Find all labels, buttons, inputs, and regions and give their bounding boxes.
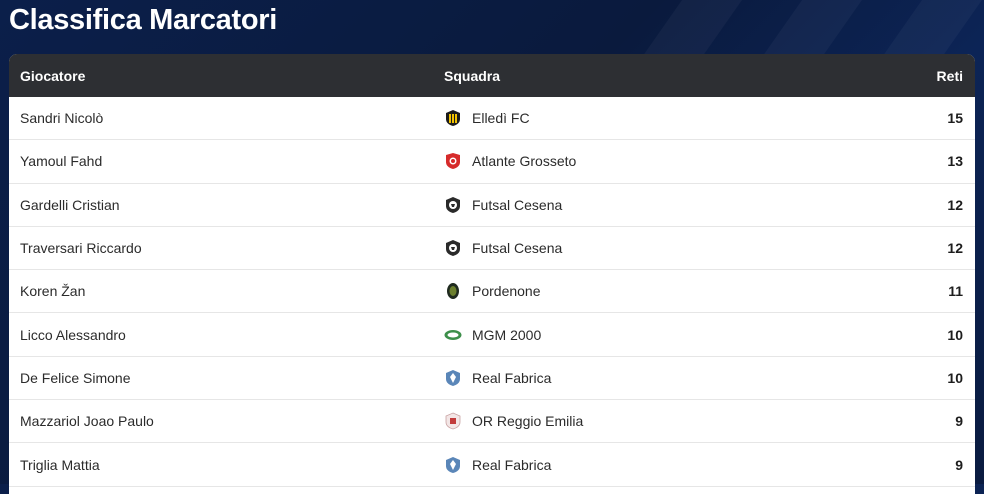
team-cell[interactable]: Futsal Cesena xyxy=(444,239,855,257)
team-name: Real Fabrica xyxy=(472,369,552,386)
pordenone-logo-icon xyxy=(447,283,459,300)
or-reggio-emilia-logo-icon xyxy=(445,412,461,430)
team-cell[interactable]: OR Reggio Emilia xyxy=(444,412,855,430)
elledi-fc-logo-icon xyxy=(446,110,460,127)
team-cell[interactable]: Pordenone xyxy=(444,282,855,300)
goals-count: 9 xyxy=(955,413,963,430)
goals-count: 11 xyxy=(948,283,963,300)
team-name: Elledì FC xyxy=(472,110,530,127)
team-name: Real Fabrica xyxy=(472,456,552,473)
player-name[interactable]: De Felice Simone xyxy=(20,369,131,386)
header-team[interactable]: Squadra xyxy=(444,67,501,84)
header-goals[interactable]: Reti xyxy=(936,67,963,84)
team-cell[interactable]: Atlante Grosseto xyxy=(444,152,855,170)
team-name: MGM 2000 xyxy=(472,326,542,343)
futsal-cesena-logo-icon xyxy=(446,240,460,257)
atlante-grosseto-logo-icon xyxy=(446,153,460,170)
team-cell[interactable]: MGM 2000 xyxy=(444,326,855,344)
player-name[interactable]: Yamoul Fahd xyxy=(20,153,103,170)
team-name: Pordenone xyxy=(472,283,541,300)
table-row[interactable]: Sandri Nicolò Elledì FC 15 xyxy=(9,97,975,141)
team-cell[interactable]: Real Fabrica xyxy=(444,369,855,387)
table-row[interactable]: Gardelli Cristian Futsal Cesena 12 xyxy=(9,184,975,227)
team-name: OR Reggio Emilia xyxy=(472,413,584,430)
goals-count: 10 xyxy=(947,369,963,386)
table-row[interactable]: Koren Žan Pordenone 11 xyxy=(9,270,975,314)
player-name[interactable]: Mazzariol Joao Paulo xyxy=(20,413,154,430)
player-name[interactable]: Triglia Mattia xyxy=(20,456,100,473)
team-name: Atlante Grosseto xyxy=(472,153,577,170)
table-row[interactable]: Licco Alessandro MGM 2000 10 xyxy=(9,313,975,357)
team-cell[interactable]: Real Fabrica xyxy=(444,456,855,474)
team-name: Futsal Cesena xyxy=(472,240,563,257)
futsal-cesena-logo-icon xyxy=(446,196,460,213)
team-cell[interactable]: Elledì FC xyxy=(444,109,855,127)
table-row[interactable]: Mazzariol Joao Paulo OR Reggio Emilia 9 xyxy=(9,400,975,444)
goals-count: 12 xyxy=(947,196,963,213)
real-fabrica-logo-icon xyxy=(446,456,460,473)
real-fabrica-logo-icon xyxy=(446,369,460,386)
player-name[interactable]: Licco Alessandro xyxy=(20,326,126,343)
goals-count: 10 xyxy=(947,326,963,343)
player-name[interactable]: Koren Žan xyxy=(20,283,86,300)
goals-count: 12 xyxy=(947,240,963,257)
player-name[interactable]: Traversari Riccardo xyxy=(20,240,142,257)
player-name[interactable]: Gardelli Cristian xyxy=(20,196,120,213)
team-cell[interactable]: Futsal Cesena xyxy=(444,196,855,214)
goals-count: 13 xyxy=(947,153,963,170)
mgm-2000-logo-icon xyxy=(444,329,462,340)
table-header: Giocatore Squadra Reti xyxy=(9,54,975,97)
table-row[interactable]: De Felice Simone Real Fabrica 10 xyxy=(9,357,975,401)
header-player[interactable]: Giocatore xyxy=(20,67,86,84)
page-title: Classifica Marcatori xyxy=(9,4,278,36)
team-name: Futsal Cesena xyxy=(472,196,563,213)
table-row[interactable]: Traversari Riccardo Futsal Cesena 12 xyxy=(9,227,975,271)
scorers-table: Giocatore Squadra Reti Sandri Nicolò Ell… xyxy=(9,54,975,494)
goals-count: 15 xyxy=(947,110,963,127)
table-row[interactable]: Triglia Mattia Real Fabrica 9 xyxy=(9,443,975,487)
player-name[interactable]: Sandri Nicolò xyxy=(20,110,104,127)
goals-count: 9 xyxy=(955,456,963,473)
table-row[interactable]: Yamoul Fahd Atlante Grosseto 13 xyxy=(9,140,975,184)
